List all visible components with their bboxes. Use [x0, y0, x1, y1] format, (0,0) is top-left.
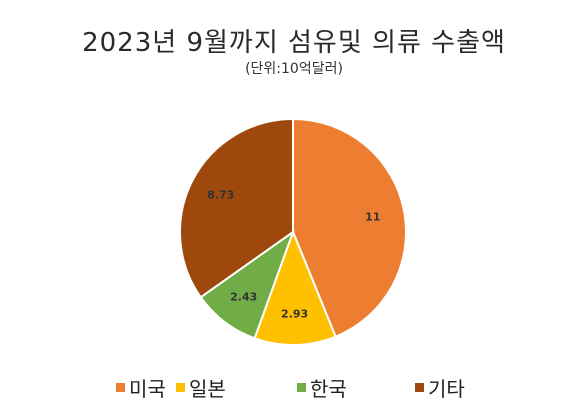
legend-label-2: 한국	[310, 377, 347, 401]
pie-slice-0	[292, 117, 407, 338]
legend-item-2: 한국	[297, 373, 347, 402]
chart-title: 2023년 9월까지 섬유및 의류 수출액	[82, 28, 506, 58]
legend-swatch-3	[415, 383, 424, 392]
legend-item-1: 일본	[176, 373, 226, 402]
chart-legend: 미국 일본 한국 기타	[0, 373, 588, 403]
legend-item-3: 기타	[415, 373, 465, 402]
legend-item-0: 미국	[116, 373, 166, 402]
data-label-3: 8.73	[207, 189, 234, 202]
legend-swatch-1	[176, 383, 185, 392]
pie-slice-1	[253, 229, 337, 346]
data-label-0: 11	[365, 210, 380, 223]
legend-swatch-0	[116, 383, 125, 392]
legend-swatch-2	[297, 383, 306, 392]
legend-label-0: 미국	[129, 377, 166, 401]
pie-slice-3	[179, 117, 294, 299]
legend-label-3: 기타	[428, 377, 465, 401]
data-label-2: 2.43	[230, 291, 257, 304]
data-label-1: 2.93	[281, 307, 308, 320]
legend-label-1: 일본	[189, 377, 226, 401]
chart-subtitle: (단위:10억달러)	[245, 61, 343, 77]
